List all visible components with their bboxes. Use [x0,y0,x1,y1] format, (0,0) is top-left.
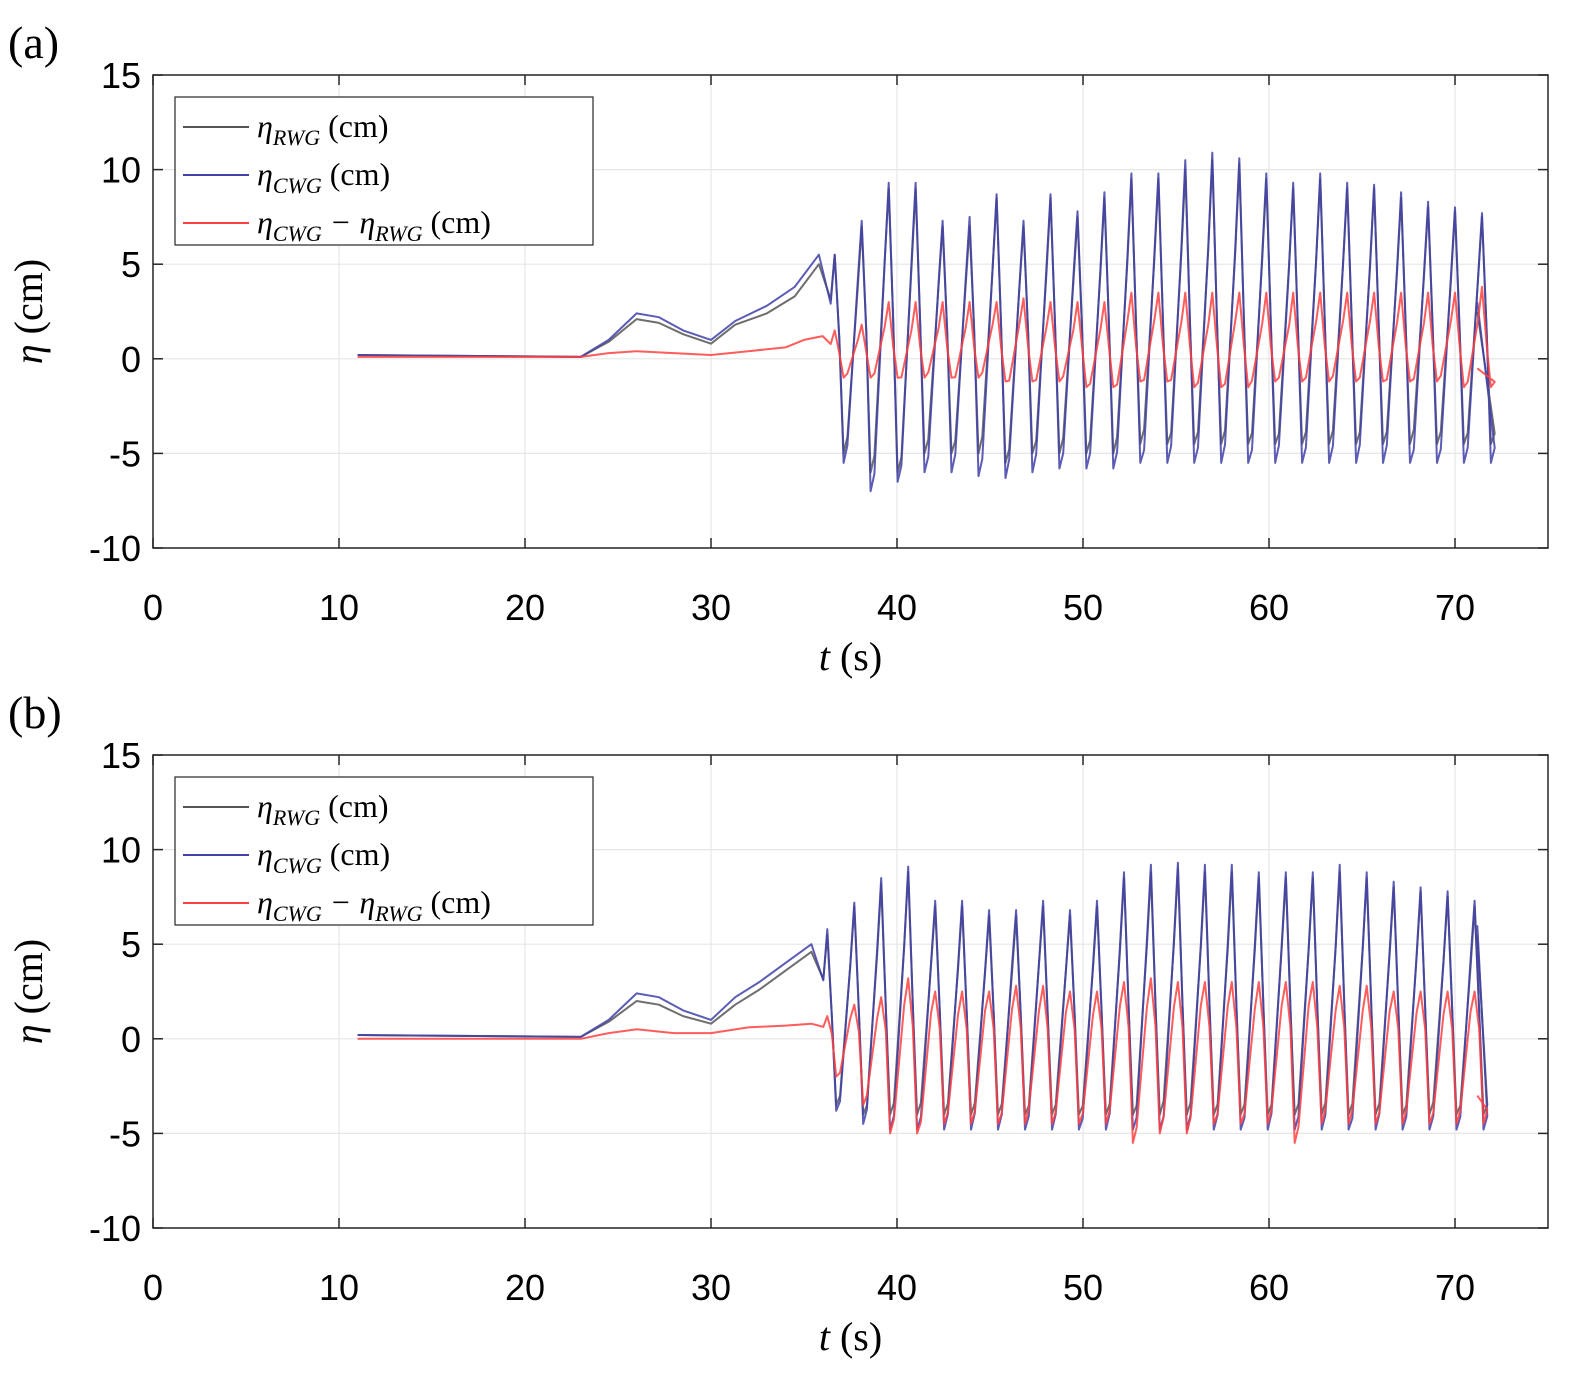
x-tick-label: 40 [877,587,917,628]
x-tick-label: 20 [505,587,545,628]
legend-entry: ηCWG (cm) [257,156,390,198]
x-tick-label: 30 [691,1267,731,1308]
plot-frame [152,74,1549,549]
y-axis-label: η (cm) [6,259,51,364]
y-tick-label: 0 [121,1019,141,1060]
legend-box [174,96,594,246]
series-line-3 [357,285,1496,389]
x-axis-label: t (s) [819,1314,882,1359]
legend: ηRWG (cm) ηCWG (cm) ηCWG − ηRWG (cm) [174,96,594,246]
y-tick-label: 10 [101,150,141,191]
x-tick-label: 60 [1249,587,1289,628]
y-tick-label: -5 [109,1113,141,1154]
legend-entry: ηCWG (cm) [257,836,390,878]
y-tick-label: -10 [89,1208,141,1249]
y-tick-label: 15 [101,55,141,96]
series-group [357,151,1496,493]
x-tick-label: 0 [143,587,163,628]
x-axis-label: t (s) [819,634,882,679]
x-tick-label: 70 [1435,1267,1475,1308]
x-tick-label: 40 [877,1267,917,1308]
x-tick-label: 20 [505,1267,545,1308]
y-axis-label: η (cm) [6,939,51,1044]
x-tick-label: 30 [691,587,731,628]
x-tick-label: 10 [319,1267,359,1308]
y-tick-label: 0 [121,339,141,380]
plot-frame [152,754,1549,1229]
y-tick-label: -5 [109,433,141,474]
y-tick-label: -10 [89,528,141,569]
legend: ηRWG (cm) ηCWG (cm) ηCWG − ηRWG (cm) [174,776,594,926]
panel-label: (a) [8,17,59,68]
x-tick-label: 70 [1435,587,1475,628]
legend-entry: ηRWG (cm) [257,788,389,830]
x-tick-label: 0 [143,1267,163,1308]
y-tick-label: 5 [121,244,141,285]
y-tick-label: 15 [101,735,141,776]
x-tick-label: 10 [319,587,359,628]
legend-entry: ηRWG (cm) [257,108,389,150]
y-tick-label: 5 [121,924,141,965]
legend-entry: ηCWG − ηRWG (cm) [257,204,491,246]
series-line-3 [357,977,1489,1144]
series-line-2 [357,151,1496,493]
legend-entry: ηCWG − ηRWG (cm) [257,884,491,926]
series-group [357,861,1489,1144]
legend-box [174,776,594,926]
panel-b: (b) 0 10 20 30 40 50 60 70 -10 -5 0 5 10 15 t (s) η (cm)… [6,687,1549,1359]
x-tick-label: 50 [1063,587,1103,628]
y-tick-label: 10 [101,830,141,871]
x-tick-label: 60 [1249,1267,1289,1308]
x-tick-label: 50 [1063,1267,1103,1308]
panel-label: (b) [8,687,62,738]
panel-a: (a) 0 10 20 30 40 50 60 70 -10 -5 0 5 10 15 t (s) η (cm)… [6,17,1549,679]
